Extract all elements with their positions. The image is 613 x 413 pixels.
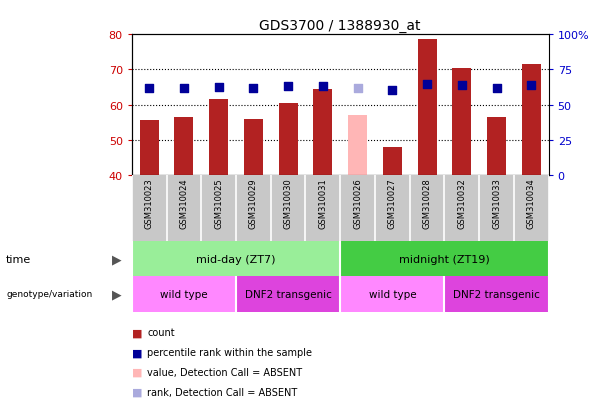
Bar bbox=[278, 104, 298, 176]
Bar bbox=[383, 147, 402, 176]
Text: GSM310028: GSM310028 bbox=[422, 178, 432, 228]
Text: GSM310024: GSM310024 bbox=[180, 178, 188, 228]
Bar bbox=[487, 118, 506, 176]
Bar bbox=[132, 242, 340, 277]
Point bbox=[248, 86, 258, 93]
Text: GSM310033: GSM310033 bbox=[492, 178, 501, 228]
Bar bbox=[236, 176, 271, 242]
Bar bbox=[409, 176, 444, 242]
Text: wild type: wild type bbox=[368, 289, 416, 299]
Text: wild type: wild type bbox=[160, 289, 208, 299]
Bar bbox=[132, 176, 167, 242]
Text: DNF2 transgenic: DNF2 transgenic bbox=[245, 289, 332, 299]
Bar bbox=[444, 176, 479, 242]
Bar bbox=[375, 176, 409, 242]
Point bbox=[387, 87, 397, 94]
Point bbox=[318, 83, 328, 90]
Bar bbox=[522, 65, 541, 176]
Text: ■: ■ bbox=[132, 328, 142, 337]
Text: GSM310027: GSM310027 bbox=[388, 178, 397, 228]
Point bbox=[457, 82, 466, 89]
Text: value, Detection Call = ABSENT: value, Detection Call = ABSENT bbox=[147, 367, 302, 377]
Bar bbox=[140, 121, 159, 176]
Bar bbox=[167, 176, 201, 242]
Bar bbox=[201, 176, 236, 242]
Text: GSM310025: GSM310025 bbox=[214, 178, 223, 228]
Text: midnight (ZT19): midnight (ZT19) bbox=[399, 254, 490, 264]
Text: time: time bbox=[6, 254, 31, 264]
Bar bbox=[305, 176, 340, 242]
Text: rank, Detection Call = ABSENT: rank, Detection Call = ABSENT bbox=[147, 387, 297, 397]
Text: DNF2 transgenic: DNF2 transgenic bbox=[453, 289, 540, 299]
Bar bbox=[132, 277, 236, 312]
Point bbox=[179, 85, 189, 92]
Bar bbox=[444, 277, 549, 312]
Bar bbox=[340, 277, 444, 312]
Bar bbox=[452, 69, 471, 176]
Bar bbox=[271, 176, 305, 242]
Text: ■: ■ bbox=[132, 367, 142, 377]
Text: GSM310034: GSM310034 bbox=[527, 178, 536, 228]
Bar bbox=[340, 242, 549, 277]
Text: GSM310029: GSM310029 bbox=[249, 178, 258, 228]
Bar bbox=[340, 176, 375, 242]
Text: genotype/variation: genotype/variation bbox=[6, 290, 93, 299]
Text: ■: ■ bbox=[132, 387, 142, 397]
Text: GSM310023: GSM310023 bbox=[145, 178, 154, 228]
Bar bbox=[236, 277, 340, 312]
Text: count: count bbox=[147, 328, 175, 337]
Text: percentile rank within the sample: percentile rank within the sample bbox=[147, 347, 312, 357]
Bar bbox=[514, 176, 549, 242]
Point bbox=[144, 85, 154, 92]
Point bbox=[422, 82, 432, 88]
Point bbox=[492, 85, 501, 92]
Bar bbox=[209, 100, 228, 176]
Text: GSM310032: GSM310032 bbox=[457, 178, 466, 228]
Point bbox=[283, 84, 293, 90]
Text: mid-day (ZT7): mid-day (ZT7) bbox=[196, 254, 276, 264]
Text: GSM310031: GSM310031 bbox=[318, 178, 327, 228]
Title: GDS3700 / 1388930_at: GDS3700 / 1388930_at bbox=[259, 19, 421, 33]
Bar bbox=[313, 90, 332, 176]
Bar bbox=[479, 176, 514, 242]
Text: ■: ■ bbox=[132, 347, 142, 357]
Text: GSM310030: GSM310030 bbox=[284, 178, 292, 228]
Text: ▶: ▶ bbox=[112, 288, 121, 301]
Text: GSM310026: GSM310026 bbox=[353, 178, 362, 228]
Bar bbox=[244, 119, 263, 176]
Bar bbox=[174, 118, 194, 176]
Bar bbox=[417, 40, 436, 176]
Text: ▶: ▶ bbox=[112, 253, 121, 266]
Point bbox=[214, 84, 224, 91]
Point bbox=[527, 82, 536, 89]
Point bbox=[352, 86, 362, 93]
Bar bbox=[348, 116, 367, 176]
